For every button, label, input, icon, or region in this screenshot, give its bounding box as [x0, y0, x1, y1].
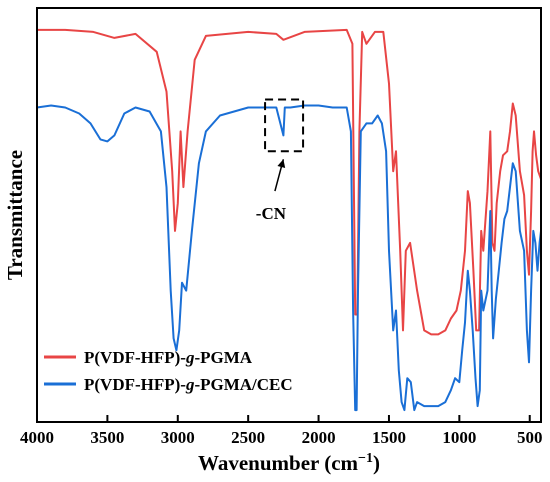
x-axis-title-superscript: −1 [358, 451, 373, 466]
x-axis-title: Wavenumber (cm−1) [198, 451, 380, 475]
x-tick-label-3000: 3000 [161, 428, 195, 447]
x-tick-label-3500: 3500 [90, 428, 124, 447]
cn-highlight-box [264, 98, 305, 153]
legend-label-series-1-prefix: P(VDF-HFP)- [84, 348, 186, 367]
legend-label-series-2: P(VDF-HFP)-g-PGMA/CEC [84, 375, 293, 394]
annotation-layer: -CN [256, 98, 305, 223]
x-tick-label-500: 500 [517, 428, 543, 447]
legend-label-series-2-italic: g [185, 375, 195, 394]
x-tick-label-2000: 2000 [302, 428, 336, 447]
legend: P(VDF-HFP)-g-PGMA P(VDF-HFP)-g-PGMA/CEC [44, 348, 293, 394]
legend-label-series-2-suffix: -PGMA/CEC [194, 375, 292, 394]
x-tick-label-2500: 2500 [231, 428, 265, 447]
x-tick-label-1500: 1500 [372, 428, 406, 447]
series-line-1 [37, 28, 542, 336]
legend-label-series-1: P(VDF-HFP)-g-PGMA [84, 348, 253, 367]
plot-frame [36, 7, 542, 423]
x-ticks-layer [36, 415, 531, 422]
legend-label-series-1-italic: g [185, 348, 195, 367]
legend-label-series-1-suffix: -PGMA [194, 348, 252, 367]
series-line-2 [36, 104, 542, 412]
legend-label-series-2-prefix: P(VDF-HFP)- [84, 375, 186, 394]
x-axis-title-main: Wavenumber (cm [198, 451, 359, 475]
y-axis-title: Transmittance [3, 150, 27, 280]
x-tick-label-4000: 4000 [20, 428, 54, 447]
x-tick-labels-layer: 4000 3500 3000 2500 2000 1500 1000 500 [20, 428, 542, 447]
x-axis-title-close: ) [373, 451, 380, 475]
cn-annotation-label: -CN [256, 204, 287, 223]
x-tick-label-1000: 1000 [442, 428, 476, 447]
series-lines-layer [36, 28, 542, 412]
cn-arrowhead [277, 159, 286, 169]
